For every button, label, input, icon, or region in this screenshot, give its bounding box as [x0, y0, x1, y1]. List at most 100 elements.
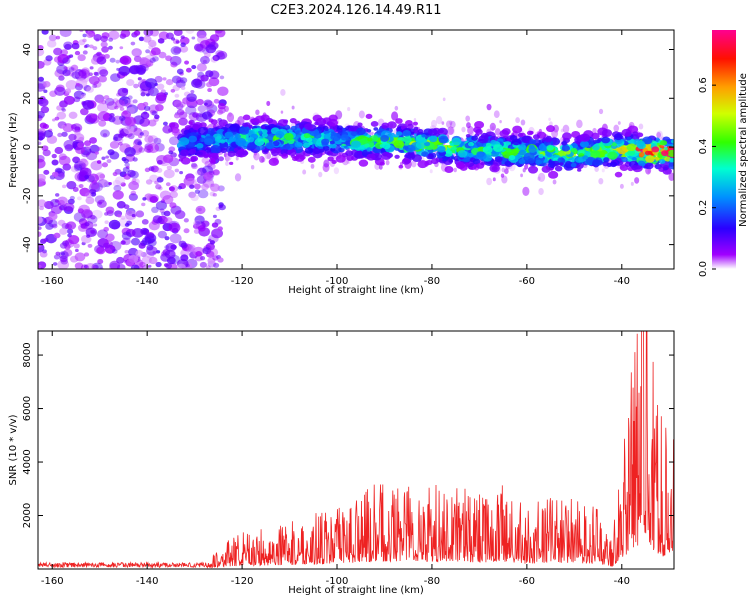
heatmap-cell: [250, 164, 255, 170]
heatmap-cell: [38, 216, 43, 224]
heatmap-cell: [324, 127, 329, 132]
heatmap-cell: [611, 142, 618, 147]
heatmap-cell: [291, 105, 295, 110]
heatmap-cell: [219, 139, 226, 144]
heatmap-cell: [190, 89, 195, 94]
heatmap-cell: [131, 213, 136, 218]
heatmap-cell: [139, 132, 144, 136]
heatmap-cell: [192, 123, 201, 131]
heatmap-cell: [529, 139, 537, 145]
heatmap-cell: [183, 218, 189, 223]
heatmap-cell: [195, 44, 207, 53]
heatmap-cell: [175, 103, 184, 110]
heatmap-cell: [180, 254, 189, 262]
heatmap-cell: [353, 151, 365, 159]
heatmap-cell: [261, 129, 268, 134]
heatmap-cell: [613, 124, 620, 132]
x-tick-label: -160: [41, 576, 64, 587]
heatmap-cell: [158, 31, 170, 40]
heatmap-cell: [106, 159, 112, 164]
heatmap-cell: [250, 118, 257, 124]
heatmap-cell: [135, 65, 147, 74]
heatmap-cell: [93, 80, 102, 88]
heatmap-cell: [203, 99, 213, 107]
heatmap-cell: [93, 34, 102, 41]
heatmap-cell: [96, 56, 107, 65]
heatmap-cell: [607, 151, 618, 160]
heatmap-cell: [191, 162, 197, 168]
heatmap-cell: [407, 154, 415, 160]
heatmap-cell: [668, 162, 674, 170]
heatmap-cell: [163, 169, 175, 179]
heatmap-cell: [143, 30, 154, 37]
heatmap-cell: [121, 157, 127, 162]
heatmap-cell: [174, 168, 180, 173]
heatmap-cell: [195, 221, 201, 226]
heatmap-cell: [216, 135, 222, 140]
heatmap-cell: [91, 182, 103, 192]
heatmap-cell: [179, 45, 189, 53]
heatmap-cell: [670, 139, 674, 144]
heatmap-cell: [500, 173, 505, 178]
heatmap-cell: [421, 151, 429, 157]
heatmap-cell: [340, 134, 349, 141]
heatmap-cell: [548, 160, 556, 166]
heatmap-cell: [92, 46, 98, 51]
heatmap-cell: [50, 205, 63, 215]
heatmap-cell: [333, 167, 340, 175]
heatmap-cell: [38, 231, 42, 237]
heatmap-cell: [396, 131, 403, 136]
x-tick-label: -120: [231, 576, 254, 587]
colorbar-tick-label: 0.6: [698, 77, 709, 93]
heatmap-cell: [191, 163, 198, 170]
heatmap-cell: [199, 256, 206, 261]
y-tick-label: 0: [22, 144, 33, 150]
x-tick-label: -100: [326, 276, 349, 287]
heatmap-cell: [234, 133, 241, 140]
heatmap-cell: [46, 39, 57, 48]
heatmap-cell: [77, 142, 85, 148]
heatmap-cell: [78, 39, 86, 46]
heatmap-cell: [120, 55, 132, 65]
heatmap-cell: [83, 252, 90, 257]
heatmap-cell: [53, 47, 63, 56]
heatmap-cell: [489, 122, 496, 131]
heatmap-cell: [218, 119, 228, 127]
heatmap-cell: [579, 133, 591, 142]
heatmap-cell: [167, 128, 173, 133]
heatmap-cell: [68, 133, 77, 141]
snr-y-axis-label: SNR (10 * v/v): [8, 414, 19, 485]
heatmap-cell: [402, 129, 411, 137]
heatmap-cell: [149, 195, 159, 203]
heatmap-cell: [268, 157, 280, 166]
heatmap-cell: [303, 142, 311, 148]
heatmap-cell: [208, 170, 215, 176]
heatmap-cell: [290, 125, 297, 131]
heatmap-cell: [104, 220, 109, 224]
heatmap-cell: [91, 209, 103, 219]
heatmap-cell: [234, 173, 242, 182]
heatmap-cell: [201, 157, 210, 164]
heatmap-cell: [271, 150, 279, 157]
heatmap-cell: [162, 77, 167, 81]
heatmap-cell: [557, 157, 564, 163]
heatmap-cell: [310, 163, 315, 169]
heatmap-cell: [63, 95, 75, 105]
heatmap-cell: [395, 118, 403, 124]
heatmap-cell: [638, 152, 645, 157]
heatmap-cell: [402, 145, 409, 150]
heatmap-cell: [451, 156, 456, 160]
heatmap-cell: [130, 41, 136, 46]
heatmap-cell: [175, 40, 180, 44]
heatmap-cell: [211, 222, 219, 228]
heatmap-cell: [253, 154, 257, 159]
heatmap-cell: [465, 115, 471, 122]
heatmap-cell: [78, 183, 84, 189]
heatmap-cell: [71, 123, 83, 133]
heatmap-cell: [162, 121, 168, 126]
heatmap-cell: [73, 243, 80, 249]
heatmap-cell: [56, 105, 63, 111]
heatmap-cell: [64, 144, 74, 152]
heatmap-cell: [169, 233, 182, 244]
heatmap-cell: [562, 124, 570, 134]
